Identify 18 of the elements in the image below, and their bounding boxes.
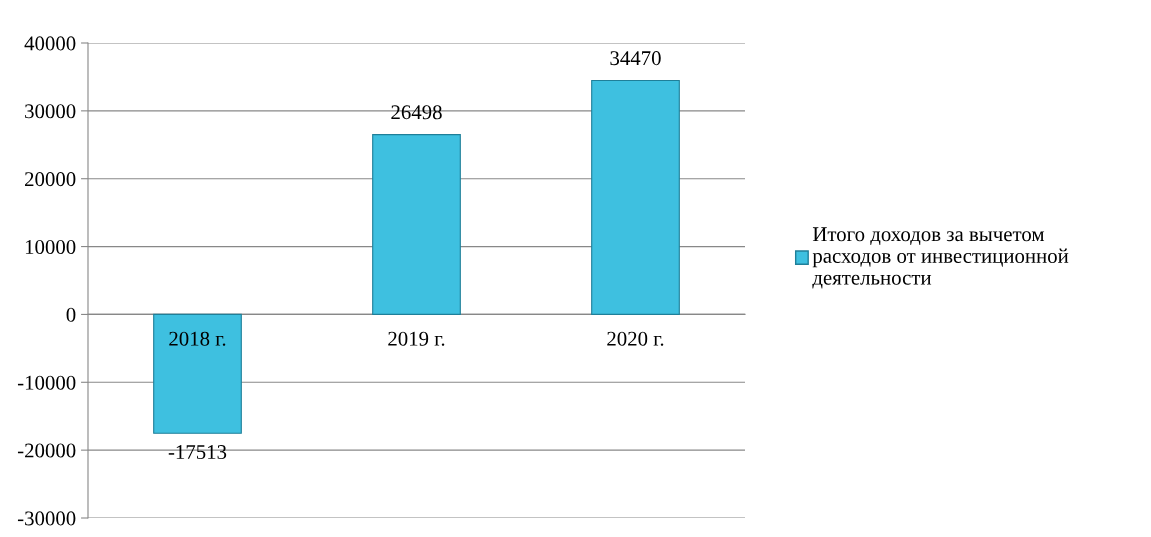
- x-tick-label: 2020 г.: [607, 331, 664, 346]
- y-tick-label: 40000: [24, 36, 76, 51]
- data-label: -17513: [168, 445, 227, 460]
- bar: [153, 313, 242, 434]
- y-tick-label: -20000: [17, 443, 76, 458]
- y-tick-label: -30000: [17, 511, 76, 526]
- y-tick-label: -10000: [17, 375, 76, 390]
- bar: [372, 134, 461, 315]
- x-tick-label: 2018 г.: [169, 331, 226, 346]
- x-tick-label: 2019 г.: [388, 331, 445, 346]
- data-label: 34470: [610, 51, 661, 66]
- data-label: 26498: [391, 105, 442, 120]
- y-tick-label: 0: [66, 307, 76, 322]
- y-tick-label: 10000: [25, 239, 76, 254]
- legend-label: Итого доходов за вычетом расходов от инвестиционной деятельности: [812, 227, 1069, 289]
- bar: [591, 79, 680, 315]
- y-tick-label: 30000: [25, 104, 76, 119]
- y-tick-label: 20000: [25, 172, 76, 187]
